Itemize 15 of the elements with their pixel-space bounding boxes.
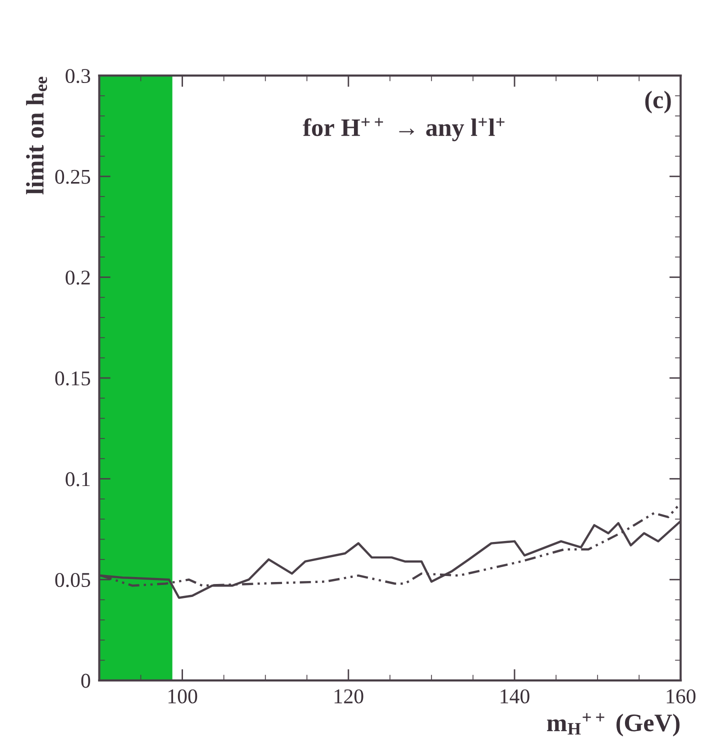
annotation: (c) <box>645 90 671 114</box>
x-tick-label: 160 <box>666 689 696 704</box>
x-tick-label: 120 <box>334 689 364 704</box>
y-tick-label: 0.3 <box>66 68 90 84</box>
y-tick-label: 0 <box>81 674 90 688</box>
y-tick-label: 0.15 <box>55 371 90 386</box>
y-tick-label: 0.25 <box>55 170 90 184</box>
x-tick-label: 140 <box>500 689 530 704</box>
annotation: for H$^{++}$ → any l$^{+}$l$^{+}$ <box>302 118 504 142</box>
y-tick-label: 0.05 <box>55 572 90 588</box>
x-axis-title: m$_{H}$$^{++}$ (GeV) <box>547 713 680 736</box>
y-axis-title: limit on h$_{ee}$ <box>26 76 48 194</box>
x-tick-label: 100 <box>168 689 198 704</box>
y-tick-label: 0.2 <box>66 270 90 285</box>
y-tick-label: 0.1 <box>66 472 90 486</box>
